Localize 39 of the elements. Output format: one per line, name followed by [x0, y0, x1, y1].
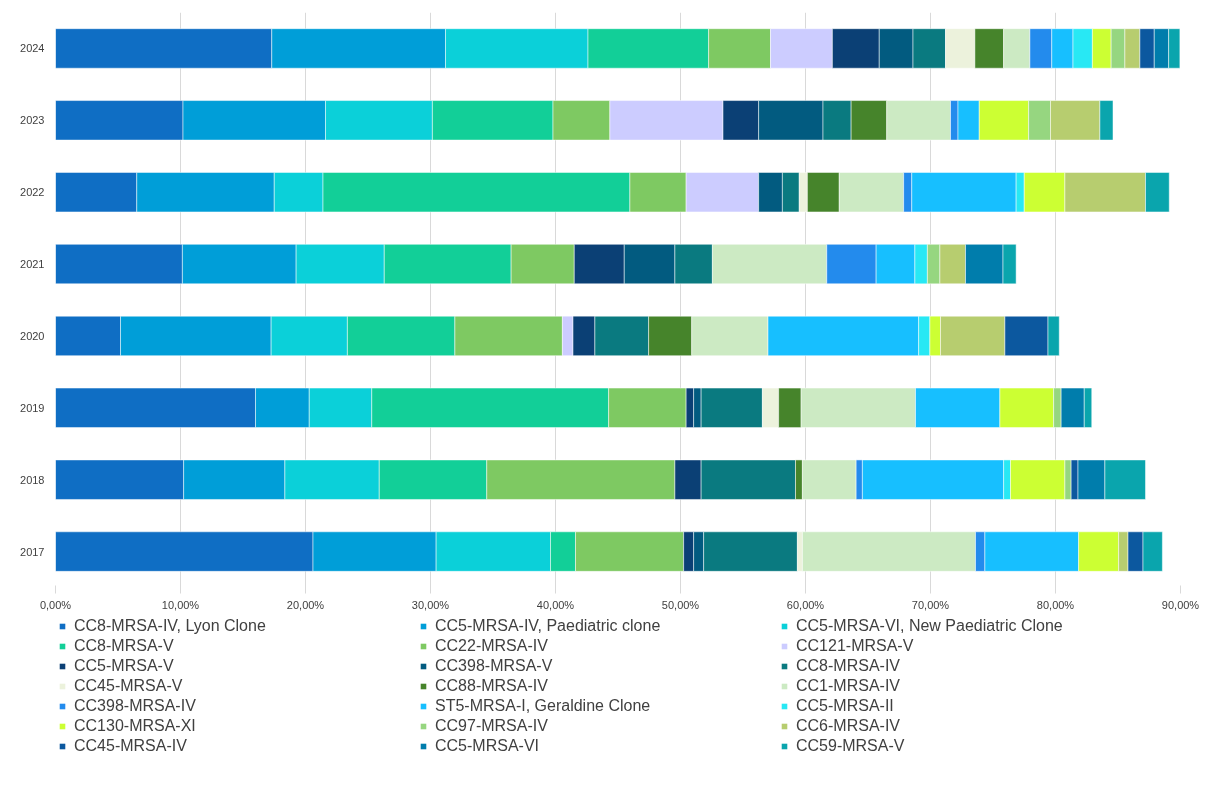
x-tick-label: 10,00% — [161, 598, 200, 611]
legend-label: CC1-MRSA-IV — [796, 677, 901, 695]
x-tick-label: 30,00% — [411, 598, 450, 611]
legend-label: CC5-MRSA-V — [74, 657, 175, 675]
legend-label: CC398-MRSA-IV — [74, 697, 197, 715]
legend-label: CC8-MRSA-IV — [796, 657, 901, 675]
legend-label: CC5-MRSA-VI — [435, 737, 540, 755]
legend-label: CC398-MRSA-V — [435, 657, 554, 675]
x-tick-label: 20,00% — [286, 598, 325, 611]
x-tick-label: 80,00% — [1036, 598, 1075, 611]
y-tick-label: 2019 — [20, 401, 45, 414]
legend-label: ST5-MRSA-I, Geraldine Clone — [435, 697, 652, 715]
y-tick-label: 2020 — [20, 329, 45, 342]
y-tick-label: 2018 — [20, 473, 45, 486]
x-tick-label: 40,00% — [536, 598, 575, 611]
legend-label: CC59-MRSA-V — [796, 737, 906, 755]
legend-label: CC5-MRSA-VI, New Paediatric Clone — [796, 617, 1064, 635]
legend-label: CC8-MRSA-V — [74, 637, 175, 655]
x-tick-label: 50,00% — [661, 598, 700, 611]
legend-label: CC45-MRSA-V — [74, 677, 184, 695]
y-tick-label: 2017 — [20, 545, 45, 558]
y-tick-label: 2024 — [20, 42, 45, 55]
legend-label: CC121-MRSA-V — [796, 637, 915, 655]
y-tick-label: 2023 — [20, 114, 45, 127]
legend-label: CC6-MRSA-IV — [796, 717, 901, 735]
x-tick-label: 0,00% — [39, 598, 72, 611]
legend-label: CC5-MRSA-IV, Paediatric clone — [435, 617, 662, 635]
legend-label: CC130-MRSA-XI — [74, 717, 197, 735]
legend-label: CC45-MRSA-IV — [74, 737, 188, 755]
legend-label: CC97-MRSA-IV — [435, 717, 549, 735]
legend-label: CC88-MRSA-IV — [435, 677, 549, 695]
legend-label: CC8-MRSA-IV, Lyon Clone — [74, 617, 267, 635]
x-tick-label: 60,00% — [786, 598, 825, 611]
y-tick-label: 2021 — [20, 258, 45, 271]
y-tick-label: 2022 — [20, 186, 45, 199]
x-tick-label: 70,00% — [911, 598, 950, 611]
x-tick-label: 90,00% — [1161, 598, 1200, 611]
legend-label: CC5-MRSA-II — [796, 697, 895, 715]
legend-label: CC22-MRSA-IV — [435, 637, 549, 655]
